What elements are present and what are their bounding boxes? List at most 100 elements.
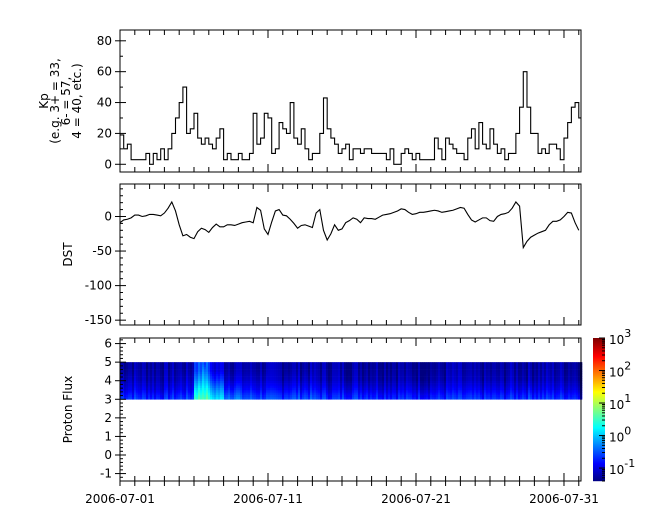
heatmap-cell	[168, 396, 171, 400]
heatmap-cell	[446, 378, 449, 382]
heatmap-cell	[302, 378, 305, 382]
heatmap-cell	[388, 369, 391, 372]
heatmap-cell	[306, 392, 309, 395]
heatmap-cell	[218, 373, 221, 377]
heatmap-cell	[144, 373, 147, 377]
heatmap-cell	[346, 387, 349, 391]
heatmap-cell	[158, 387, 161, 391]
colorbar-swatch	[593, 420, 605, 422]
heatmap-cell	[348, 378, 351, 382]
heatmap-cell	[140, 380, 143, 384]
heatmap-cell	[492, 385, 495, 388]
heatmap-cell	[362, 378, 365, 382]
heatmap-cell	[512, 390, 515, 393]
heatmap-cell	[556, 366, 559, 370]
heatmap-cell	[230, 392, 233, 395]
heatmap-cell	[266, 385, 269, 388]
heatmap-cell	[238, 396, 241, 400]
heatmap-cell	[268, 380, 271, 384]
colorbar-swatch	[593, 472, 605, 474]
heatmap-cell	[326, 392, 329, 395]
heatmap-cell	[400, 392, 403, 395]
heatmap-cell	[568, 390, 571, 393]
heatmap-cell	[258, 369, 261, 372]
heatmap-cell	[334, 371, 337, 375]
heatmap-cell	[570, 369, 573, 372]
heatmap-cell	[274, 378, 277, 382]
heatmap-cell	[124, 378, 127, 382]
heatmap-cell	[462, 376, 465, 379]
heatmap-cell	[412, 364, 415, 368]
heatmap-cell	[218, 383, 221, 386]
heatmap-cell	[274, 366, 277, 370]
heatmap-cell	[306, 396, 309, 400]
heatmap-cell	[364, 376, 367, 379]
heatmap-cell	[252, 376, 255, 379]
heatmap-cell	[298, 371, 301, 375]
heatmap-cell	[526, 387, 529, 391]
heatmap-cell	[222, 378, 225, 382]
heatmap-cell	[286, 378, 289, 382]
heatmap-cell	[374, 376, 377, 379]
heatmap-cell	[498, 394, 501, 398]
heatmap-cell	[406, 369, 409, 372]
heatmap-cell	[192, 362, 195, 365]
heatmap-cell	[310, 373, 313, 377]
heatmap-cell	[266, 369, 269, 372]
heatmap-cell	[134, 392, 137, 395]
heatmap-cell	[394, 380, 397, 384]
heatmap-cell	[254, 378, 257, 382]
heatmap-cell	[432, 383, 435, 386]
heatmap-cell	[382, 369, 385, 372]
colorbar-swatch	[593, 426, 605, 428]
heatmap-cell	[222, 387, 225, 391]
heatmap-cell	[450, 387, 453, 391]
heatmap-cell	[184, 371, 187, 375]
heatmap-cell	[162, 369, 165, 372]
heatmap-cell	[232, 376, 235, 379]
heatmap-cell	[484, 385, 487, 388]
heatmap-cell	[270, 371, 273, 375]
heatmap-cell	[384, 373, 387, 377]
heatmap-cell	[174, 378, 177, 382]
heatmap-cell	[576, 371, 579, 375]
heatmap-cell	[222, 362, 225, 365]
heatmap-cell	[452, 390, 455, 393]
heatmap-cell	[188, 380, 191, 384]
heatmap-cell	[282, 396, 285, 400]
heatmap-cell	[312, 378, 315, 382]
heatmap-cell	[218, 378, 221, 382]
heatmap-cell	[416, 371, 419, 375]
heatmap-cell	[134, 369, 137, 372]
heatmap-cell	[398, 366, 401, 370]
heatmap-cell	[262, 380, 265, 384]
heatmap-cell	[312, 364, 315, 368]
heatmap-cell	[228, 383, 231, 386]
heatmap-cell	[152, 371, 155, 375]
heatmap-cell	[312, 371, 315, 375]
heatmap-cell	[256, 385, 259, 388]
heatmap-cell	[342, 390, 345, 393]
heatmap-cell	[280, 364, 283, 368]
heatmap-cell	[530, 364, 533, 368]
heatmap-cell	[504, 387, 507, 391]
heatmap-cell	[156, 385, 159, 388]
heatmap-cell	[336, 390, 339, 393]
heatmap-cell	[130, 369, 133, 372]
heatmap-cell	[474, 387, 477, 391]
y-tick-label: 5	[104, 355, 112, 369]
heatmap-cell	[436, 390, 439, 393]
colorbar-tick-label: 103	[609, 327, 631, 347]
heatmap-cell	[498, 373, 501, 377]
heatmap-cell	[502, 366, 505, 370]
heatmap-cell	[440, 387, 443, 391]
heatmap-cell	[422, 376, 425, 379]
heatmap-cell	[260, 376, 263, 379]
heatmap-cell	[148, 396, 151, 400]
heatmap-cell	[570, 380, 573, 384]
heatmap-cell	[232, 392, 235, 395]
heatmap-cell	[292, 396, 295, 400]
heatmap-cell	[234, 378, 237, 382]
heatmap-cell	[342, 376, 345, 379]
heatmap-cell	[420, 371, 423, 375]
